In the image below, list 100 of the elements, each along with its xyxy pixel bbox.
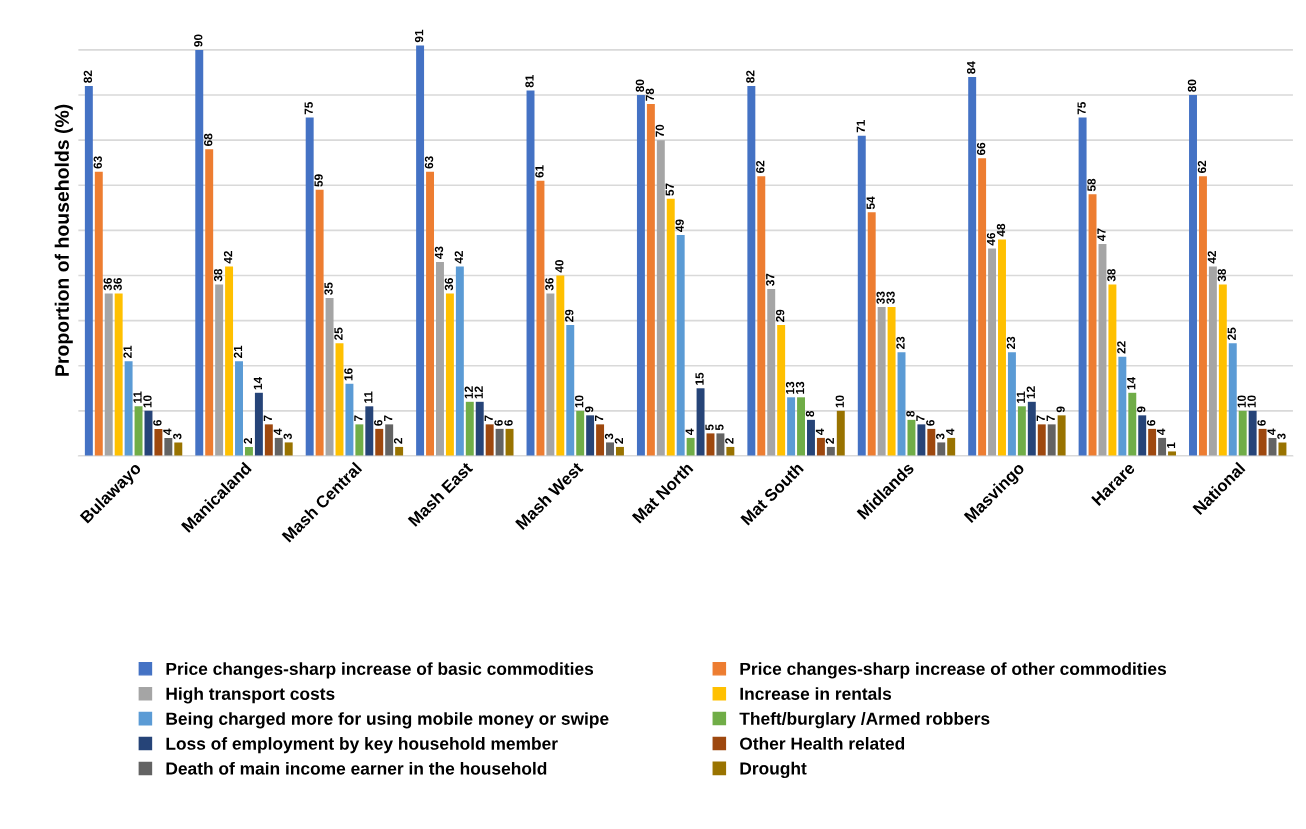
data-label: 62: [756, 160, 765, 174]
data-label: 80: [1187, 79, 1197, 92]
data-label: 49: [675, 219, 684, 232]
bar: [426, 171, 435, 456]
data-label: 48: [996, 223, 1006, 237]
data-label: 4: [163, 428, 172, 435]
bar: [1138, 415, 1147, 456]
bar: [696, 388, 705, 456]
bar: [816, 437, 825, 456]
data-label: 12: [1026, 386, 1035, 399]
data-label: 7: [354, 415, 363, 422]
bar: [1057, 415, 1066, 456]
data-label: 81: [525, 74, 534, 88]
data-label: 4: [815, 428, 824, 435]
data-label: 63: [93, 156, 102, 169]
bar: [385, 424, 394, 456]
data-label: 7: [1036, 415, 1045, 422]
data-label: 7: [916, 415, 925, 422]
data-label: 47: [1097, 228, 1106, 241]
data-label: 10: [575, 395, 584, 408]
bar: [1278, 442, 1287, 456]
bar: [1258, 428, 1267, 456]
bar: [104, 293, 113, 456]
data-label: 13: [785, 381, 795, 394]
bar: [877, 307, 886, 456]
data-label: 14: [1127, 376, 1136, 390]
bar: [144, 410, 153, 456]
data-label: 4: [685, 428, 694, 435]
data-label: 7: [384, 415, 393, 422]
bar: [1158, 437, 1167, 456]
bar: [1218, 284, 1227, 456]
bar: [988, 248, 997, 456]
data-label: 78: [645, 88, 655, 101]
bar: [777, 325, 786, 456]
data-label: 38: [213, 268, 223, 282]
data-label: 10: [1237, 395, 1246, 408]
data-label: 90: [194, 34, 203, 47]
bar: [124, 361, 133, 456]
bar: [1228, 343, 1237, 456]
data-label: 33: [886, 291, 895, 305]
data-label: 6: [153, 419, 162, 426]
bar: [264, 424, 273, 456]
bar: [84, 86, 93, 456]
legend-label: Price changes-sharp increase of basic commodities: [166, 662, 594, 679]
data-label: 23: [1006, 336, 1016, 349]
bar: [1128, 392, 1137, 456]
data-label: 4: [1157, 428, 1166, 435]
data-label: 25: [334, 327, 343, 340]
bar: [1047, 424, 1056, 456]
data-label: 9: [1137, 406, 1146, 413]
bar: [907, 419, 916, 456]
data-label: 58: [1087, 178, 1096, 192]
legend-label: Being charged more for using mobile money or swipe: [166, 712, 609, 729]
bar: [1238, 410, 1247, 456]
data-label: 7: [484, 415, 493, 422]
bar: [1027, 401, 1036, 456]
bar: [154, 428, 163, 456]
data-label: 13: [795, 381, 805, 394]
data-label: 71: [856, 120, 865, 133]
data-label: 10: [835, 395, 844, 408]
bar: [475, 401, 484, 456]
bar: [1088, 194, 1097, 456]
data-label: 36: [545, 278, 554, 291]
data-label: 2: [725, 438, 734, 444]
bar: [676, 234, 685, 456]
bar: [747, 86, 756, 456]
data-label: 46: [986, 232, 996, 246]
bar: [867, 212, 876, 456]
bar: [576, 410, 585, 456]
data-label: 61: [535, 165, 544, 178]
data-label: 9: [1056, 406, 1065, 413]
data-label: 57: [665, 183, 674, 196]
data-label: 10: [1247, 395, 1256, 408]
data-label: 6: [494, 419, 503, 426]
data-label: 36: [113, 278, 122, 291]
data-label: 42: [223, 251, 233, 264]
data-label: 23: [896, 336, 905, 349]
data-label: 82: [83, 70, 93, 83]
bar: [416, 45, 425, 456]
bar: [345, 383, 354, 456]
data-label: 59: [314, 174, 323, 187]
data-label: 3: [604, 433, 614, 440]
data-label: 12: [474, 386, 483, 399]
bar: [1037, 424, 1046, 456]
legend-label: Death of main income earner in the household: [166, 761, 547, 775]
data-label: 36: [444, 278, 454, 291]
bar: [556, 275, 565, 456]
data-label: 75: [1077, 102, 1086, 115]
data-label: 82: [746, 70, 755, 83]
data-label: 9: [584, 406, 594, 413]
data-label: 22: [1117, 341, 1126, 354]
data-label: 8: [805, 410, 815, 417]
data-label: 21: [233, 345, 243, 359]
data-label: 4: [273, 428, 282, 435]
data-label: 3: [283, 433, 292, 440]
bar: [917, 424, 926, 456]
bar: [666, 198, 675, 456]
bar: [254, 392, 263, 456]
bar: [375, 428, 384, 456]
bar: [636, 95, 645, 456]
